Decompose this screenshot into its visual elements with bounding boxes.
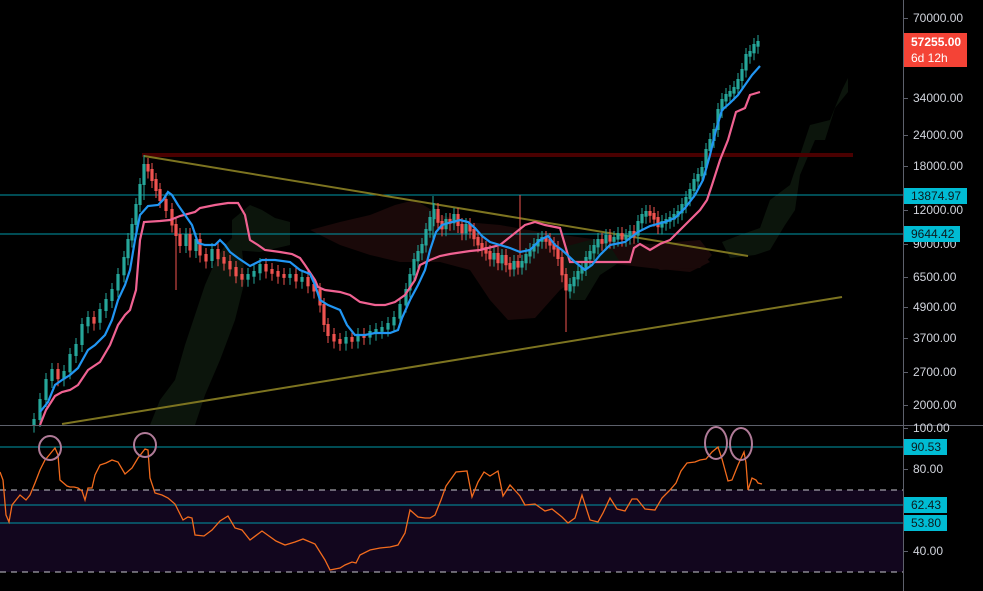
rsi-peak-circle-4 — [729, 427, 753, 461]
rsi-level-badge-53: 53.80 — [904, 515, 948, 531]
ichimoku-cloud-bullish-left — [150, 230, 245, 425]
axis-tick: 2000.00 — [902, 398, 956, 412]
descending-trendline[interactable] — [143, 155, 749, 257]
axis-tick: 3700.00 — [902, 331, 956, 345]
level-badge-13874: 13874.97 — [904, 188, 968, 204]
last-price-value: 57255.00 — [911, 35, 962, 49]
axis-tick: 2700.00 — [902, 365, 956, 379]
rsi-band-fill — [0, 490, 903, 572]
price-pane — [0, 35, 903, 433]
bar-countdown: 6d 12h — [911, 51, 948, 65]
rsi-axis-tick: 40.00 — [902, 544, 943, 558]
rsi-level-badge-62: 62.43 — [904, 497, 948, 513]
rsi-peak-circle-1 — [38, 435, 62, 461]
ichimoku-cloud-bullish-future — [722, 78, 848, 258]
kijun-line — [38, 90, 761, 426]
ascending-trendline[interactable] — [61, 296, 843, 425]
candlestick-series — [32, 35, 760, 433]
axis-tick: 24000.00 — [902, 128, 963, 142]
level-badge-9644: 9644.42 — [904, 226, 961, 242]
axis-tick: 12000.00 — [902, 203, 963, 217]
price-axis[interactable]: 70000.00 34000.00 24000.00 18000.00 1200… — [902, 0, 983, 591]
axis-tick: 70000.00 — [902, 11, 963, 25]
ichimoku-cloud-bullish — [232, 205, 290, 252]
resistance-band-20000[interactable] — [142, 153, 853, 157]
rsi-peak-circle-3 — [704, 426, 728, 460]
axis-tick: 4900.00 — [902, 300, 956, 314]
tenkan-line — [39, 65, 761, 413]
axis-tick: 6500.00 — [902, 270, 956, 284]
rsi-axis-tick: 80.00 — [902, 462, 943, 476]
axis-tick: 18000.00 — [902, 159, 963, 173]
axis-tick: 34000.00 — [902, 91, 963, 105]
rsi-level-badge-90: 90.53 — [904, 439, 948, 455]
rsi-pane — [0, 426, 903, 573]
rsi-axis-tick: 100.00 — [903, 421, 950, 435]
last-price-badge: 57255.00 6d 12h — [904, 33, 968, 67]
rsi-line — [0, 445, 763, 571]
rsi-peak-circle-2 — [133, 432, 157, 458]
